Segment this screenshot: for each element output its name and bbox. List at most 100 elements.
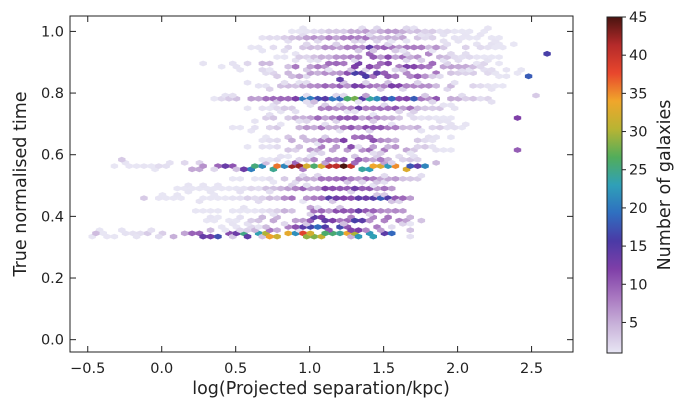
hex-cell <box>421 143 429 150</box>
hex-cell <box>273 227 281 234</box>
hex-cell <box>358 134 366 141</box>
hex-cell <box>351 83 359 89</box>
hex-cell <box>436 73 444 80</box>
hex-cell <box>487 54 496 60</box>
hex-cell <box>354 195 363 201</box>
colorbar-tick-label: 15 <box>629 239 647 255</box>
hex-cell <box>388 185 396 192</box>
hex-cell <box>354 233 363 240</box>
hex-cell <box>351 185 359 192</box>
hex-cell <box>406 214 414 221</box>
hex-cell <box>110 163 119 169</box>
hex-cell <box>369 163 377 169</box>
hex-cell <box>362 195 370 201</box>
hex-cell <box>258 214 266 221</box>
hex-cell <box>384 73 392 80</box>
hex-cell <box>354 54 363 60</box>
hex-cell <box>443 118 451 125</box>
hex-cell <box>369 233 377 240</box>
hex-cell <box>413 105 422 112</box>
hex-cell <box>369 124 377 131</box>
colorbar-tick-label: 5 <box>629 315 638 331</box>
hex-cell <box>310 163 318 169</box>
hex-cell <box>254 224 263 230</box>
hex-cell <box>447 95 455 102</box>
hex-cell <box>332 41 340 48</box>
hex-cell <box>280 54 289 60</box>
x-axis-label: log(Projected separation/kpc) <box>192 379 450 399</box>
colorbar-tick-label: 40 <box>629 48 647 64</box>
hex-cell <box>306 63 315 70</box>
hex-cell <box>388 83 396 89</box>
hex-cell <box>280 208 289 214</box>
hex-cell <box>369 208 377 214</box>
hex-cell <box>258 156 266 163</box>
y-tick-label: 0.2 <box>41 271 64 287</box>
hex-cell <box>266 137 274 144</box>
hex-cell <box>310 195 318 201</box>
hex-cell <box>354 156 363 163</box>
hex-cell <box>295 54 303 60</box>
hex-cell <box>258 143 266 150</box>
hex-cell <box>524 73 533 80</box>
hex-cell <box>513 147 522 153</box>
hex-cell <box>447 147 455 153</box>
colorbar <box>606 16 623 354</box>
hex-cell <box>280 176 289 182</box>
hex-cell <box>432 83 440 89</box>
hex-cell <box>332 137 340 144</box>
hex-cell <box>273 73 281 80</box>
hex-cell <box>177 195 185 201</box>
hex-cell <box>425 83 433 89</box>
hex-cell <box>273 163 281 169</box>
hex-cell <box>384 208 392 214</box>
hex-cell <box>439 38 448 44</box>
hex-cell <box>417 172 426 179</box>
hex-cell <box>336 230 344 237</box>
hex-cell <box>251 124 259 131</box>
hex-cell <box>395 115 403 121</box>
hex-cell <box>347 227 355 234</box>
hex-cell <box>229 195 237 201</box>
hex-cell <box>391 28 400 35</box>
hex-cell <box>229 92 237 99</box>
hex-cell <box>266 233 274 240</box>
hex-cell <box>380 95 389 102</box>
hex-cell <box>499 83 507 89</box>
hex-cell <box>303 137 311 144</box>
x-tick-label: 1.0 <box>298 361 321 377</box>
hex-cell <box>413 79 422 86</box>
hex-cell <box>399 124 407 131</box>
hex-cell <box>199 182 207 189</box>
hex-cell <box>425 115 433 121</box>
hex-cell <box>354 124 363 131</box>
hex-cell <box>340 124 348 131</box>
hex-cell <box>288 73 296 80</box>
hex-cell <box>277 153 285 160</box>
hex-cell <box>243 60 252 67</box>
hex-cell <box>266 60 274 67</box>
hex-cell <box>410 63 418 70</box>
hex-cell <box>284 95 292 102</box>
hex-cell <box>454 63 463 70</box>
hex-cell <box>462 95 470 102</box>
hex-cell <box>310 99 318 105</box>
hex-cell <box>188 230 196 237</box>
hex-cell <box>303 99 311 105</box>
hex-cell <box>465 54 474 60</box>
hex-cell <box>214 195 222 201</box>
x-axis: −0.5 0.0 0.5 1.0 1.5 2.0 2.5 <box>70 16 543 377</box>
hex-cell <box>284 115 292 121</box>
hex-cell <box>110 233 119 240</box>
hex-cell <box>173 185 181 192</box>
hex-cell <box>317 176 326 182</box>
hex-cell <box>266 195 274 201</box>
hex-cell <box>328 217 337 224</box>
hex-cell <box>225 185 233 192</box>
hex-cell <box>236 67 244 73</box>
hex-cell <box>206 208 215 214</box>
hex-cell <box>510 41 518 48</box>
hex-cell <box>421 105 429 112</box>
hex-cell <box>347 195 355 201</box>
